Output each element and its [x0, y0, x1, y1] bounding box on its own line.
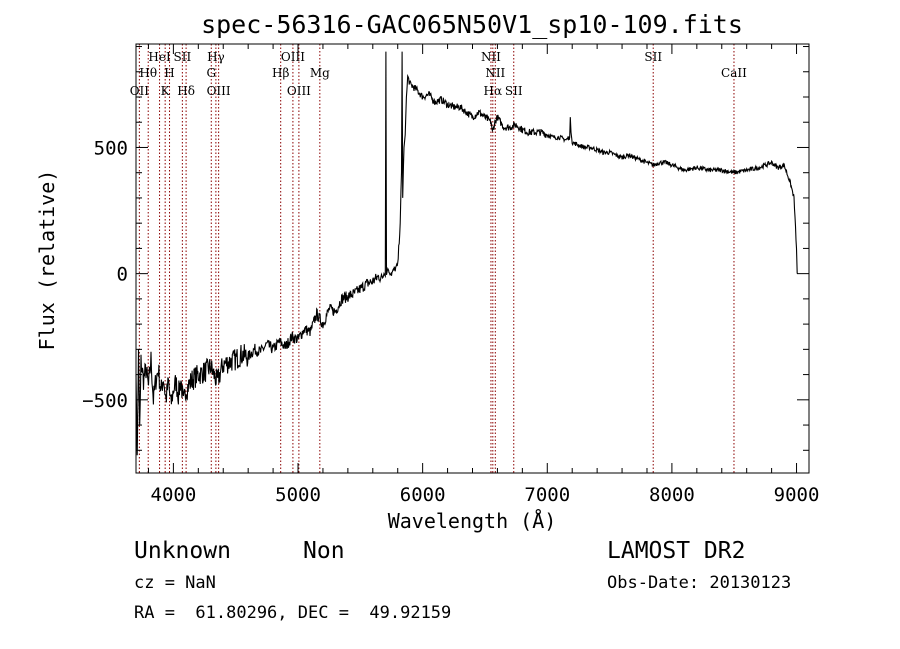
emission-line-label: SII: [644, 50, 662, 64]
emission-line-label: OIII: [281, 50, 305, 64]
survey-label: LAMOST DR2: [607, 538, 746, 564]
x-tick-label: 4000: [151, 484, 197, 506]
emission-line-label: OII: [130, 84, 150, 98]
x-tick-label: 5000: [275, 484, 321, 506]
x-axis-label: Wavelength (Å): [388, 509, 557, 533]
emission-line-label: Hθ: [139, 66, 157, 80]
emission-line-label: SII: [174, 50, 192, 64]
class-label: Unknown: [134, 538, 231, 564]
emission-line-label: K: [161, 84, 171, 98]
x-tick-label: 9000: [774, 484, 820, 506]
emission-line-label: NII: [485, 66, 505, 80]
emission-line-label: Hβ: [272, 66, 289, 80]
emission-line-label: Hα: [484, 84, 503, 98]
y-tick-label: −500: [82, 390, 128, 412]
emission-line-label: OIII: [287, 84, 311, 98]
x-tick-label: 7000: [524, 484, 570, 506]
obs-date: Obs-Date: 20130123: [607, 573, 792, 593]
plot-area: OIIHθHeIKHSIIHδGHγOIIIHβOIIIOIIIMgNIIHαN…: [82, 43, 820, 506]
emission-line-label: Mg: [310, 66, 330, 80]
emission-line-label: HeI: [148, 50, 171, 64]
y-tick-label: 500: [94, 137, 128, 159]
emission-line-label: SII: [505, 84, 523, 98]
plot-frame: [135, 43, 810, 474]
emission-line-label: NII: [481, 50, 501, 64]
chart-title: spec-56316-GAC065N50V1_sp10-109.fits: [201, 10, 743, 39]
cz-value: cz = NaN: [134, 573, 216, 593]
emission-line-label: G: [206, 66, 216, 80]
subclass-label: Non: [303, 538, 345, 564]
coordinates: RA = 61.80296, DEC = 49.92159: [134, 603, 452, 623]
spectrum-line: [135, 51, 798, 456]
y-axis-label: Flux (relative): [35, 170, 59, 351]
emission-line-label: OIII: [207, 84, 231, 98]
emission-line-label: CaII: [721, 66, 747, 80]
y-tick-label: 0: [117, 264, 128, 286]
x-tick-label: 6000: [400, 484, 446, 506]
x-tick-label: 8000: [649, 484, 695, 506]
emission-line-label: Hγ: [207, 50, 225, 64]
emission-line-label: H: [164, 66, 174, 80]
emission-line-label: Hδ: [177, 84, 195, 98]
